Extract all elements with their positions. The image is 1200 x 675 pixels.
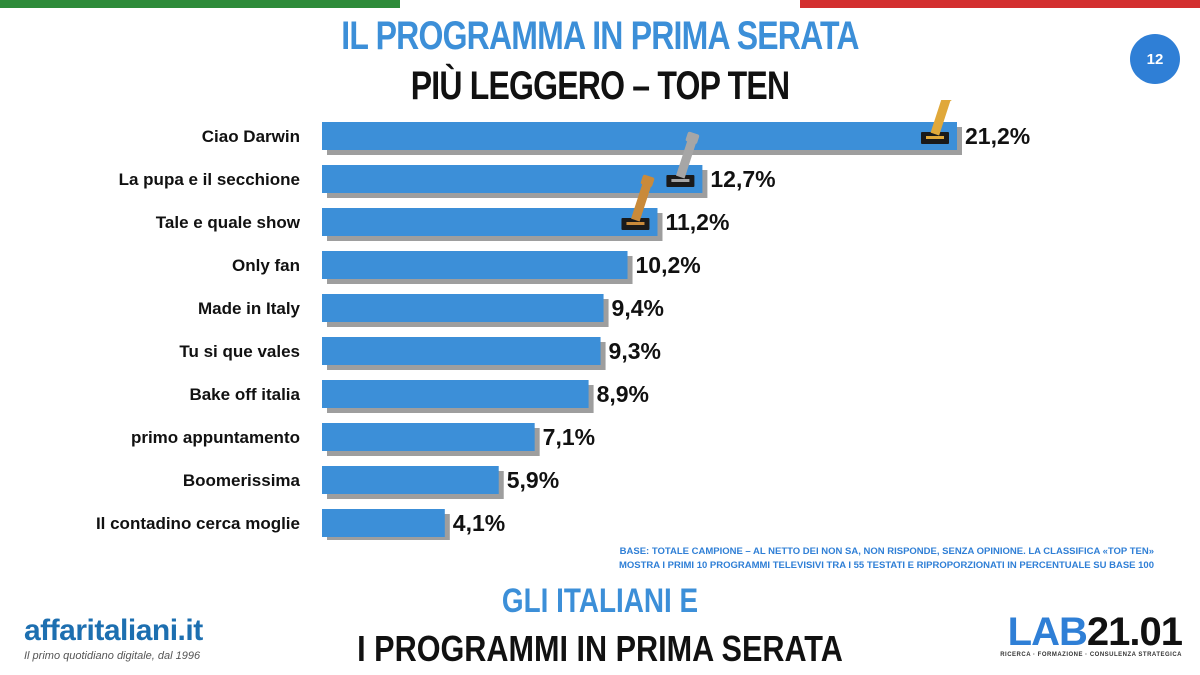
footer-subtitle-2: I PROGRAMMI IN PRIMA SERATA: [357, 628, 843, 669]
value-label: 12,7%: [710, 166, 775, 192]
flag-white-stripe: [400, 0, 800, 8]
category-label: Ciao Darwin: [202, 127, 300, 146]
chart-title: IL PROGRAMMA IN PRIMA SERATA: [341, 14, 859, 58]
footnote-line-1: BASE: TOTALE CAMPIONE – AL NETTO DEI NON…: [619, 546, 1154, 557]
bar-chart: Ciao Darwin 21,2% La pupa e il secchione 12…: [96, 100, 1030, 540]
trophy-icon: [666, 131, 700, 187]
category-label: Bake off italia: [189, 385, 300, 404]
lab-logo-part1: LAB: [1007, 610, 1088, 654]
bar-5: [322, 294, 604, 322]
bar-10: [322, 509, 445, 537]
trophy-icon: [921, 100, 954, 144]
base-footnote: BASE: TOTALE CAMPIONE – AL NETTO DEI NON…: [534, 545, 1154, 573]
category-label: Il contadino cerca moglie: [96, 514, 300, 533]
category-label: Boomerissima: [183, 471, 301, 490]
bar-3: [322, 208, 658, 236]
bar-7: [322, 380, 589, 408]
value-label: 8,9%: [597, 381, 649, 407]
category-label: La pupa e il secchione: [119, 170, 300, 189]
category-label: Tale e quale show: [156, 213, 301, 232]
bar-1: [322, 122, 957, 150]
category-label: primo appuntamento: [131, 428, 300, 447]
value-label: 9,3%: [609, 338, 661, 364]
category-label: Tu si que vales: [179, 342, 300, 361]
value-label: 21,2%: [965, 123, 1030, 149]
category-label: Only fan: [232, 256, 300, 275]
footer-subtitle-1: GLI ITALIANI E: [501, 582, 699, 620]
value-label: 9,4%: [612, 295, 664, 321]
lab-logo-tagline: RICERCA · FORMAZIONE · CONSULENZA STRATE…: [1000, 652, 1182, 658]
bar-6: [322, 337, 601, 365]
bar-2: [322, 165, 703, 193]
trophy-icon: [621, 174, 655, 230]
footnote-line-2: MOSTRA I PRIMI 10 PROGRAMMI TELEVISIVI T…: [618, 560, 1154, 571]
category-label: Made in Italy: [198, 299, 301, 318]
chart-subtitle: PIÙ LEGGERO – TOP TEN: [410, 64, 790, 108]
bar-8: [322, 423, 535, 451]
lab-logo-part2: 21.01: [1086, 610, 1183, 654]
page-number-badge: 12: [1130, 34, 1180, 84]
value-label: 11,2%: [665, 209, 729, 235]
value-label: 4,1%: [453, 510, 505, 536]
value-label: 5,9%: [507, 467, 559, 493]
affaritaliani-tagline: Il primo quotidiano digitale, dal 1996: [24, 650, 201, 662]
lab2101-logo: LAB21.01 RICERCA · FORMAZIONE · CONSULEN…: [1000, 610, 1183, 658]
value-label: 7,1%: [543, 424, 595, 450]
affaritaliani-logo-text: affaritaliani.it: [24, 614, 203, 647]
flag-green-stripe: [0, 0, 400, 8]
bar-4: [322, 251, 628, 279]
bar-9: [322, 466, 499, 494]
flag-red-stripe: [800, 0, 1200, 8]
value-label: 10,2%: [636, 252, 701, 278]
affaritaliani-logo: affaritaliani.it Il primo quotidiano dig…: [24, 614, 203, 662]
